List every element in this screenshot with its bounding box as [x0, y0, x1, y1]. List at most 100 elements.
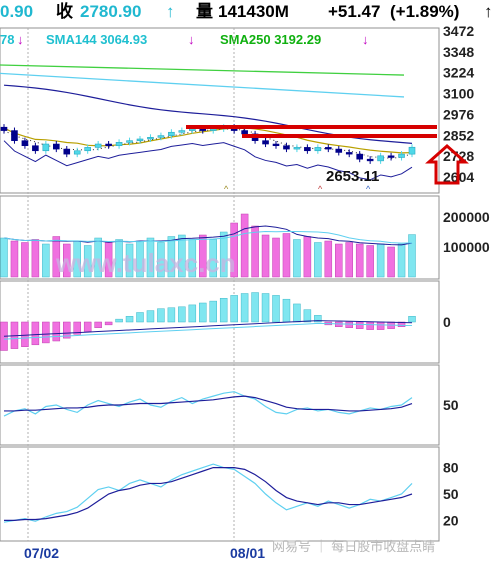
macd-bar: [261, 293, 270, 323]
sma-short-arrow-icon: ↓: [17, 32, 24, 47]
change-arrow-icon: ↑: [484, 2, 493, 21]
volume-bar: [83, 245, 92, 278]
volume-bar: [345, 242, 353, 278]
candle-body: [408, 146, 416, 155]
panel-frames: [0, 27, 440, 542]
footer-credit: 网易号 ｜ 每日股市收盘点睛: [272, 539, 435, 554]
candle-body: [32, 145, 39, 152]
oscillator2-axis: 80 50 20: [443, 460, 459, 529]
oscillator2-series-line: [3, 463, 413, 523]
sma144-arrow-icon: ↓: [188, 32, 195, 47]
volume-ma-line: [3, 225, 413, 246]
sma250-line: [0, 64, 405, 76]
candle-body: [147, 137, 154, 140]
volume-bar: [251, 225, 259, 278]
macd-bar: [251, 292, 259, 323]
candle-body: [345, 152, 353, 155]
macd-bar: [115, 318, 123, 323]
volume-bar: [199, 234, 207, 278]
macd-bar: [209, 300, 217, 323]
volume-bar: [230, 222, 238, 278]
watermark-text: www.tulaxc.cn: [55, 248, 236, 278]
x-tick-aug01: 08/01: [230, 545, 265, 561]
candle-body: [94, 143, 102, 148]
macd-bar: [146, 310, 155, 323]
macd-bar: [303, 309, 312, 323]
close-arrow-icon: ↑: [166, 2, 175, 21]
macd-bar: [355, 321, 364, 329]
volume-average-lines: [3, 225, 413, 246]
x-axis: 07/02 08/01: [24, 545, 265, 561]
event-markers: ^ ^ ^: [224, 184, 371, 194]
macd-panel-frame: [0, 280, 440, 364]
event-marker-3: ^: [366, 184, 371, 194]
candle-body: [356, 153, 363, 160]
volume-bar: [115, 239, 123, 278]
sma144-label: SMA144 3064.93: [46, 32, 147, 47]
candle-body: [283, 145, 290, 150]
macd-bar: [376, 321, 385, 330]
volume-bar: [303, 236, 312, 278]
candle-body: [398, 153, 405, 158]
macd-bar: [125, 316, 134, 323]
low-price-label: 2653.11: [326, 168, 379, 185]
volume-bar: [219, 231, 228, 278]
volume-bar: [178, 234, 186, 278]
candle-body: [21, 140, 29, 147]
candle-body: [73, 150, 81, 155]
candle-body: [377, 155, 384, 162]
candle-body: [366, 158, 374, 162]
macd-bar: [157, 308, 165, 323]
price-tick-label: 3100: [443, 86, 474, 102]
event-marker-2: ^: [318, 184, 323, 194]
candle-body: [325, 147, 332, 150]
macd-bar: [73, 321, 81, 335]
volume-value: 141430M: [218, 2, 289, 21]
volume-bar: [42, 243, 50, 278]
resistance-markers: [186, 125, 469, 185]
macd-bar: [345, 321, 353, 328]
volume-ma2-line: [3, 231, 413, 244]
osc2-panel-frame: [0, 446, 440, 542]
macd-bar: [188, 304, 197, 323]
date-gridlines: [27, 28, 235, 541]
candle-body: [157, 135, 165, 138]
close-value: 2780.90: [80, 2, 141, 21]
candle-body: [42, 143, 50, 152]
candle-body: [304, 147, 311, 152]
volume-bar: [408, 234, 416, 278]
ma-mid-line: [3, 127, 413, 154]
volume-tick-label: 200000: [443, 209, 490, 225]
macd-bar: [408, 316, 416, 323]
price-tick-label: 2852: [443, 127, 474, 143]
change-pct: (+1.89%): [390, 2, 459, 21]
macd-bar: [293, 303, 301, 323]
volume-bar: [146, 237, 155, 278]
close-label: 收: [56, 1, 73, 21]
volume-bar: [324, 240, 333, 278]
macd-bar: [199, 302, 207, 323]
volume-bar: [94, 237, 102, 278]
macd-bar: [240, 293, 249, 323]
volume-bar: [167, 236, 176, 278]
candle-body: [136, 138, 144, 141]
oscillator1-series-line: [4, 395, 413, 412]
volume-bar: [376, 243, 385, 278]
macd-bar: [219, 298, 228, 323]
macd-bar: [83, 321, 92, 332]
header-row-1: 0.90 收 2780.90 ↑ 量 141430M +51.47 (+1.89…: [0, 1, 493, 21]
candle-body: [189, 128, 196, 131]
price-tick-label: 3348: [443, 44, 474, 60]
volume-tick-label: 100000: [443, 239, 490, 255]
macd-bar: [272, 295, 280, 323]
volume-bar: [52, 236, 61, 278]
price-tick-label: 2976: [443, 106, 474, 122]
macd-bar: [21, 321, 29, 347]
volume-bar: [366, 245, 374, 278]
macd-dif-line: [3, 320, 413, 337]
candle-body: [199, 128, 207, 131]
price-tick-label: 3224: [443, 65, 474, 81]
candle-body: [314, 147, 322, 152]
macd-bar: [104, 321, 113, 326]
